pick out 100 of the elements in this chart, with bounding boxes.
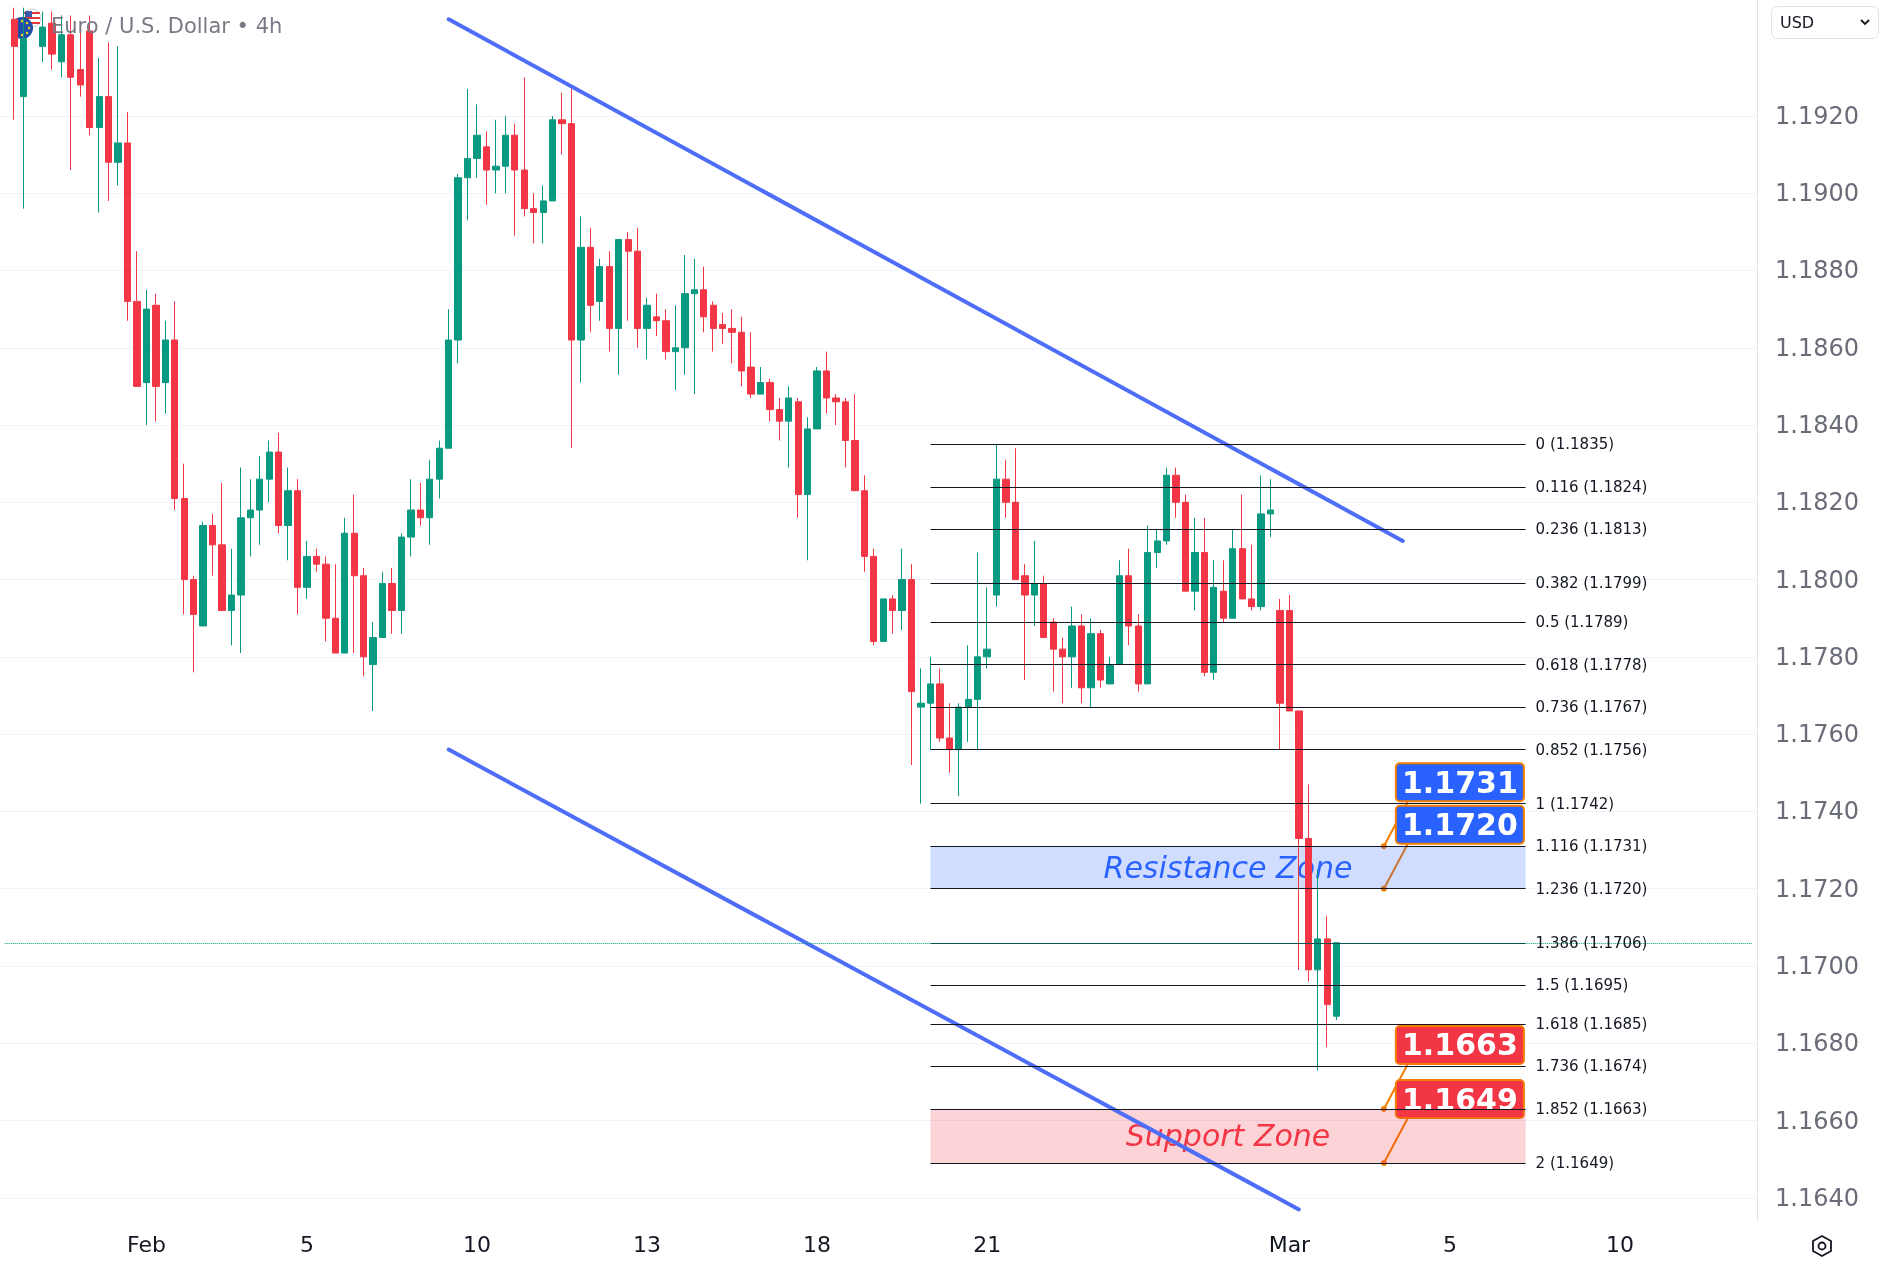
candlestick bbox=[719, 312, 726, 345]
candlestick bbox=[587, 227, 594, 333]
y-tick-label: 1.1900 bbox=[1775, 179, 1859, 208]
x-tick-label: Feb bbox=[126, 1231, 166, 1257]
x-tick-label: 5 bbox=[1443, 1231, 1457, 1257]
candlestick bbox=[1154, 528, 1161, 569]
ref-line-label: 0.382 (1.1799) bbox=[1535, 574, 1648, 593]
candlestick bbox=[823, 351, 830, 414]
candlestick bbox=[974, 552, 981, 751]
y-tick-label: 1.1780 bbox=[1775, 642, 1859, 671]
candlestick bbox=[672, 304, 679, 391]
candlestick bbox=[284, 467, 292, 561]
ref-line-label: 1.852 (1.1663) bbox=[1535, 1099, 1648, 1118]
candlestick bbox=[124, 111, 131, 322]
candlestick bbox=[766, 378, 774, 422]
ref-line-label: 2 (1.1649) bbox=[1535, 1154, 1615, 1173]
candlestick bbox=[1229, 528, 1236, 619]
x-tick-label: 13 bbox=[633, 1231, 662, 1257]
candlestick bbox=[946, 702, 953, 774]
candlestick bbox=[917, 667, 925, 805]
y-tick-label: 1.1880 bbox=[1775, 256, 1859, 285]
candlestick bbox=[1087, 617, 1095, 708]
candlestick bbox=[1125, 548, 1132, 646]
candlestick bbox=[1144, 524, 1151, 685]
candlestick bbox=[927, 656, 934, 751]
candlestick bbox=[842, 397, 849, 469]
candlestick bbox=[199, 521, 207, 627]
candlestick bbox=[757, 366, 764, 395]
candlestick bbox=[606, 250, 613, 353]
candlestick bbox=[530, 192, 537, 244]
candlestick bbox=[426, 459, 433, 546]
x-tick-label: 10 bbox=[463, 1231, 492, 1257]
candlestick bbox=[1135, 613, 1142, 693]
candlestick bbox=[983, 586, 991, 669]
candlestick bbox=[908, 563, 915, 766]
candlestick bbox=[1078, 613, 1085, 704]
candlestick bbox=[1059, 637, 1066, 704]
candlestick bbox=[209, 513, 216, 577]
candlestick bbox=[1210, 559, 1217, 681]
candlestick bbox=[332, 563, 339, 654]
candlestick bbox=[39, 11, 46, 63]
annotation: 1.1731 bbox=[1401, 764, 1518, 800]
ref-line-label: 0.852 (1.1756) bbox=[1535, 740, 1648, 759]
candlestick bbox=[615, 239, 622, 376]
candlestick bbox=[143, 289, 150, 426]
ref-line-label: 1.236 (1.1720) bbox=[1535, 879, 1648, 898]
candlestick bbox=[492, 119, 500, 194]
x-tick-label: 10 bbox=[1606, 1231, 1635, 1257]
candlestick bbox=[851, 393, 859, 492]
ref-line-label: 0.736 (1.1767) bbox=[1535, 698, 1648, 717]
ref-line-label: 1.5 (1.1695) bbox=[1535, 976, 1629, 995]
candlestick bbox=[228, 548, 235, 646]
candlestick bbox=[1040, 575, 1047, 639]
candlestick bbox=[1201, 517, 1208, 677]
candlestick bbox=[1257, 474, 1265, 611]
candlestick bbox=[955, 702, 962, 797]
candlestick bbox=[681, 254, 689, 376]
candlestick bbox=[936, 667, 944, 743]
x-tick-label: Mar bbox=[1268, 1231, 1312, 1257]
y-tick-label: 1.1800 bbox=[1775, 565, 1859, 594]
candlestick bbox=[454, 173, 462, 364]
candlestick bbox=[1002, 459, 1010, 519]
candlestick bbox=[237, 467, 245, 654]
candlestick bbox=[445, 308, 452, 449]
candlestick bbox=[558, 92, 566, 156]
candlestick bbox=[691, 258, 698, 395]
candlestick bbox=[634, 227, 641, 349]
candlestick bbox=[870, 548, 877, 646]
candlestick bbox=[625, 231, 632, 322]
candlestick bbox=[294, 478, 301, 615]
y-tick-label: 1.1660 bbox=[1775, 1106, 1859, 1135]
candlestick bbox=[795, 397, 802, 519]
candlestick bbox=[1286, 594, 1293, 712]
candlestick bbox=[133, 250, 141, 387]
candlestick bbox=[710, 300, 717, 353]
candlestick bbox=[436, 439, 443, 499]
x-tick-label: 21 bbox=[973, 1231, 1002, 1257]
candlestick bbox=[728, 308, 736, 364]
candlestick bbox=[832, 393, 840, 426]
candlestick bbox=[407, 478, 415, 557]
y-tick-label: 1.1740 bbox=[1775, 797, 1859, 826]
y-tick-label: 1.1820 bbox=[1775, 488, 1859, 517]
candlestick bbox=[341, 517, 348, 654]
candlestick bbox=[747, 331, 755, 399]
candlestick bbox=[171, 300, 178, 511]
candlestick bbox=[369, 621, 377, 712]
candlestick bbox=[218, 482, 226, 611]
candlestick bbox=[502, 115, 509, 194]
candlestick bbox=[313, 548, 320, 573]
candlestick bbox=[105, 42, 112, 202]
candlestick bbox=[388, 567, 396, 635]
candlestick bbox=[993, 443, 1000, 608]
candlestick bbox=[351, 494, 358, 654]
candlestick bbox=[898, 548, 906, 631]
candlestick bbox=[662, 308, 670, 360]
candlestick bbox=[1267, 478, 1274, 538]
annotation: 1.1649 bbox=[1401, 1081, 1518, 1117]
candlestick bbox=[653, 293, 660, 337]
y-tick-label: 1.1840 bbox=[1775, 411, 1859, 440]
candlestick bbox=[1163, 467, 1170, 546]
